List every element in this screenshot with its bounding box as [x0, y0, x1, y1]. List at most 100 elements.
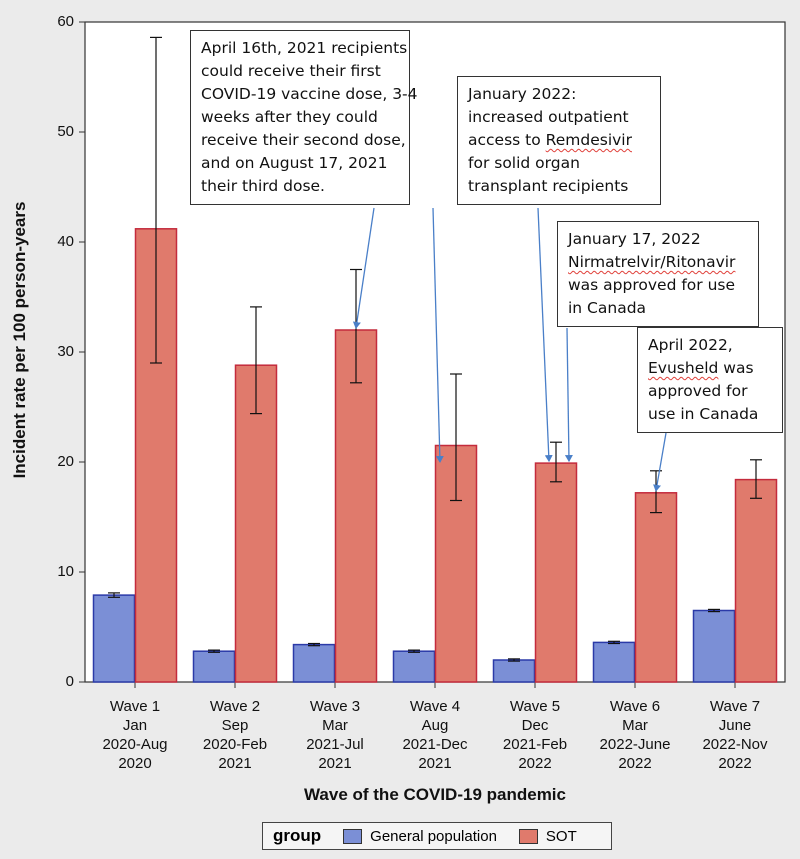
x-tick-label: Wave 4 Aug 2021-Dec 2021 — [385, 697, 485, 773]
bar-general-population-wave-5 — [492, 659, 536, 683]
annotation-line: COVID-19 vaccine dose, 3-4 — [201, 85, 418, 103]
annotation-line: access to Remdesivir — [468, 131, 632, 149]
legend-swatch-general-population — [343, 828, 363, 844]
annotation-nirmatrelvir: January 17, 2022 Nirmatrelvir/Ritonavir wa… — [557, 221, 759, 327]
x-tick-label-line: 2020-Aug — [102, 736, 168, 753]
x-tick-label-line: 2022 — [618, 755, 652, 772]
annotation-line: and on August 17, 2021 — [201, 154, 388, 172]
x-tick-label-line: Mar — [622, 717, 648, 734]
x-tick-label-line: Sep — [221, 717, 249, 734]
annotation-line: Nirmatrelvir/Ritonavir — [568, 251, 748, 274]
error-bar — [408, 649, 420, 653]
annotation-line: could receive their first — [201, 62, 381, 80]
misspelling-underline: Remdesivir — [545, 131, 632, 149]
annotation-line: Evusheld was — [648, 359, 754, 377]
x-tick-label-line: 2021 — [318, 755, 352, 772]
x-tick-label: Wave 3 Mar 2021-Jul 2021 — [285, 697, 385, 773]
legend-item-general-population: General population — [343, 828, 497, 845]
y-tick-label: 20 — [57, 453, 74, 470]
annotation-line: receive their second dose, — [201, 131, 406, 149]
bar-sot-wave-5 — [534, 462, 578, 683]
error-bar — [108, 592, 120, 598]
annotation-arrow — [432, 207, 444, 463]
y-tick-label: 30 — [57, 343, 74, 360]
annotation-line: April 2022, — [648, 336, 733, 354]
x-tick-label-line: 2021-Feb — [502, 736, 568, 753]
error-bar — [450, 373, 462, 502]
annotation-arrows — [352, 207, 667, 492]
x-tick-label: Wave 6 Mar 2022-June 2022 — [585, 697, 685, 773]
misspelling-underline: Nirmatrelvir/Ritonavir — [568, 253, 736, 271]
error-bar — [708, 608, 720, 613]
annotation-arrow — [653, 432, 667, 492]
x-tick-label-line: 2020-Feb — [202, 736, 268, 753]
x-tick-label-line: 2021 — [418, 755, 452, 772]
y-tick-label: 40 — [57, 233, 74, 250]
legend: group General population SOT — [262, 822, 612, 850]
y-axis-label: Incident rate per 100 person-years — [10, 201, 29, 479]
x-tick-label-line: 2020 — [118, 755, 152, 772]
y-tick-label: 50 — [57, 123, 74, 140]
bar-sot-wave-2 — [234, 364, 278, 683]
annotation-line: April 16th, 2021 recipients — [201, 39, 408, 57]
annotation-line: January 2022: — [468, 85, 577, 103]
annotation-arrow — [564, 327, 573, 463]
x-tick-label: Wave 7 June 2022-Nov 2022 — [685, 697, 785, 773]
annotation-arrow — [537, 207, 553, 463]
error-bar — [250, 306, 262, 415]
annotation-line: was approved for use — [568, 276, 736, 294]
bar-group — [92, 228, 778, 683]
y-tick-label: 60 — [57, 13, 74, 30]
x-tick-label-line: Dec — [521, 717, 549, 734]
bar-general-population-wave-3 — [292, 643, 336, 683]
annotation-line: for solid organ — [468, 154, 580, 172]
x-tick-label: Wave 2 Sep 2020-Feb 2021 — [185, 697, 285, 773]
x-tick-label-line: Jan — [122, 717, 148, 734]
x-tick-label-line: Wave 5 — [509, 698, 561, 715]
x-tick-label-line: Mar — [322, 717, 348, 734]
x-tick-label-line: 2022 — [718, 755, 752, 772]
x-tick-label-line: Wave 2 — [209, 698, 261, 715]
annotation-line: weeks after they could — [201, 108, 378, 126]
x-tick-label: Wave 1 Jan 2020-Aug 2020 — [85, 697, 185, 773]
x-tick-label-line: 2022-Nov — [702, 736, 768, 753]
error-bar — [550, 441, 562, 483]
error-bar — [208, 649, 220, 653]
legend-swatch-sot — [518, 828, 538, 844]
x-tick-label-line: Aug — [421, 717, 449, 734]
bar-sot-wave-6 — [634, 492, 678, 683]
bar-general-population-wave-6 — [592, 641, 636, 683]
y-tick-label: 0 — [65, 673, 74, 690]
axis-ticks — [79, 21, 736, 688]
x-tick-label-line: Wave 6 — [609, 698, 661, 715]
x-tick-label-line: 2021-Dec — [402, 736, 468, 753]
x-tick-label-line: 2021-Jul — [306, 736, 364, 753]
error-bar — [608, 640, 620, 645]
bar-general-population-wave-1 — [92, 594, 136, 683]
annotation-line: their third dose. — [201, 177, 325, 195]
x-axis-label: Wave of the COVID-19 pandemic — [304, 785, 566, 804]
annotation-evusheld: April 2022, Evusheld was approved for use i… — [637, 327, 783, 433]
legend-label-general-population: General population — [370, 827, 497, 845]
bar-general-population-wave-4 — [392, 650, 436, 683]
bar-sot-wave-3 — [334, 329, 378, 683]
legend-title: group — [273, 826, 322, 845]
annotation-line: use in Canada — [648, 405, 759, 423]
annotation-line: transplant recipients — [468, 177, 629, 195]
misspelling-underline: Evusheld — [648, 359, 719, 377]
y-tick-label: 10 — [57, 563, 74, 580]
x-tick-label-line: 2021 — [218, 755, 252, 772]
x-tick-label-line: 2022 — [518, 755, 552, 772]
annotation-remdesivir: January 2022: increased outpatient access … — [457, 76, 661, 205]
bar-sot-wave-7 — [734, 478, 778, 683]
legend-label-sot: SOT — [545, 827, 577, 845]
annotation-vaccine-doses: April 16th, 2021 recipients could receive… — [190, 30, 418, 205]
legend-item-sot: SOT — [518, 827, 577, 845]
x-tick-label-line: 2022-June — [599, 736, 671, 753]
bar-general-population-wave-7 — [692, 609, 736, 683]
x-tick-label-line: Wave 7 — [709, 698, 761, 715]
annotation-line: approved for — [648, 382, 748, 400]
x-tick-label-line: Wave 1 — [109, 698, 161, 715]
annotation-line: January 17, 2022 — [568, 230, 701, 248]
annotation-arrow — [352, 207, 375, 329]
